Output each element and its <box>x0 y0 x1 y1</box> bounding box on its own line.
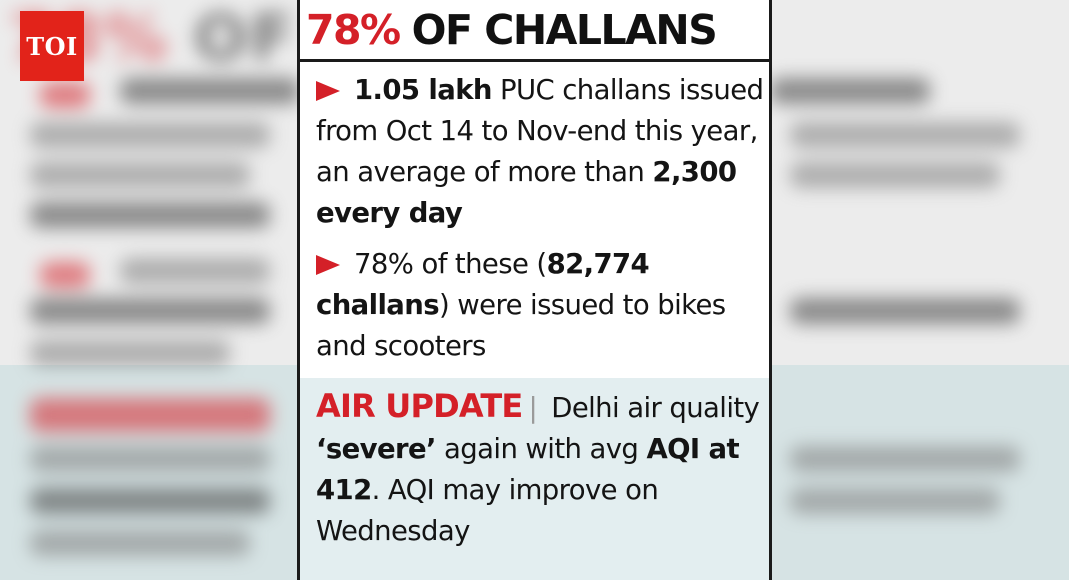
air-update-box: AIR UPDATE | Delhi air quality ‘severe’ a… <box>300 378 769 580</box>
blurred-line-9b <box>790 488 1000 514</box>
toi-logo[interactable]: TOI <box>20 11 84 81</box>
blurred-line-5 <box>120 258 270 284</box>
blurred-line-3b <box>790 162 1000 188</box>
blurred-line-1b <box>770 78 930 104</box>
bullet-2-bold-count: 82,774 challans <box>316 248 650 321</box>
air-update-separator: | <box>528 392 538 424</box>
blurred-line-4 <box>30 202 270 228</box>
bullet-1-text: PUC challans issued from Oct 14 to Nov-e… <box>316 74 764 188</box>
infographic-title: 78% OF CHALLANS <box>300 0 769 62</box>
air-update-text-2: again with avg <box>435 433 647 465</box>
air-update-severe: ‘severe’ <box>316 433 437 465</box>
bullet-list: 1.05 lakh PUC challans issued from Oct 1… <box>300 62 769 367</box>
blurred-line-10 <box>30 530 250 556</box>
title-highlight: 78% <box>306 5 401 54</box>
bullet-2-text-end: ) were issued to bikes and scooters <box>316 289 726 362</box>
blurred-line-8b <box>790 446 1020 472</box>
bullet-1-bold-average: 2,300 every day <box>316 156 737 229</box>
blurred-line-6 <box>30 298 270 324</box>
blurred-air-label <box>30 398 270 432</box>
blurred-line-1 <box>120 78 300 104</box>
bullet-1-bold-count: 1.05 lakh <box>354 74 492 106</box>
blurred-line-6b <box>790 298 1020 324</box>
air-update-label: AIR UPDATE <box>316 387 523 425</box>
bullet-puc-challans: 1.05 lakh PUC challans issued from Oct 1… <box>316 70 769 234</box>
blurred-line-9 <box>30 488 270 514</box>
blurred-line-2b <box>790 122 1020 148</box>
bullet-arrow-icon <box>316 255 340 275</box>
air-update-text-1: Delhi air quality <box>543 392 760 424</box>
bullet-two-wheelers: 78% of these (82,774 challans) were issu… <box>316 244 769 367</box>
bullet-arrow-icon <box>316 81 340 101</box>
bullet-2-text-start: 78% of these ( <box>354 248 547 280</box>
blurred-line-3 <box>30 162 250 188</box>
blurred-arrow-2 <box>40 262 90 288</box>
toi-logo-text: TOI <box>26 31 78 61</box>
infographic-card: 78% OF CHALLANS 1.05 lakh PUC challans i… <box>297 0 772 580</box>
air-update-text-3: . AQI may improve on Wednesday <box>316 474 659 547</box>
blurred-line-7 <box>30 340 230 366</box>
blurred-line-8 <box>30 446 270 472</box>
air-update-aqi: AQI at 412 <box>316 433 740 506</box>
blurred-arrow-1 <box>40 82 90 108</box>
blurred-line-2 <box>30 122 270 148</box>
title-rest: OF CHALLANS <box>411 5 718 54</box>
